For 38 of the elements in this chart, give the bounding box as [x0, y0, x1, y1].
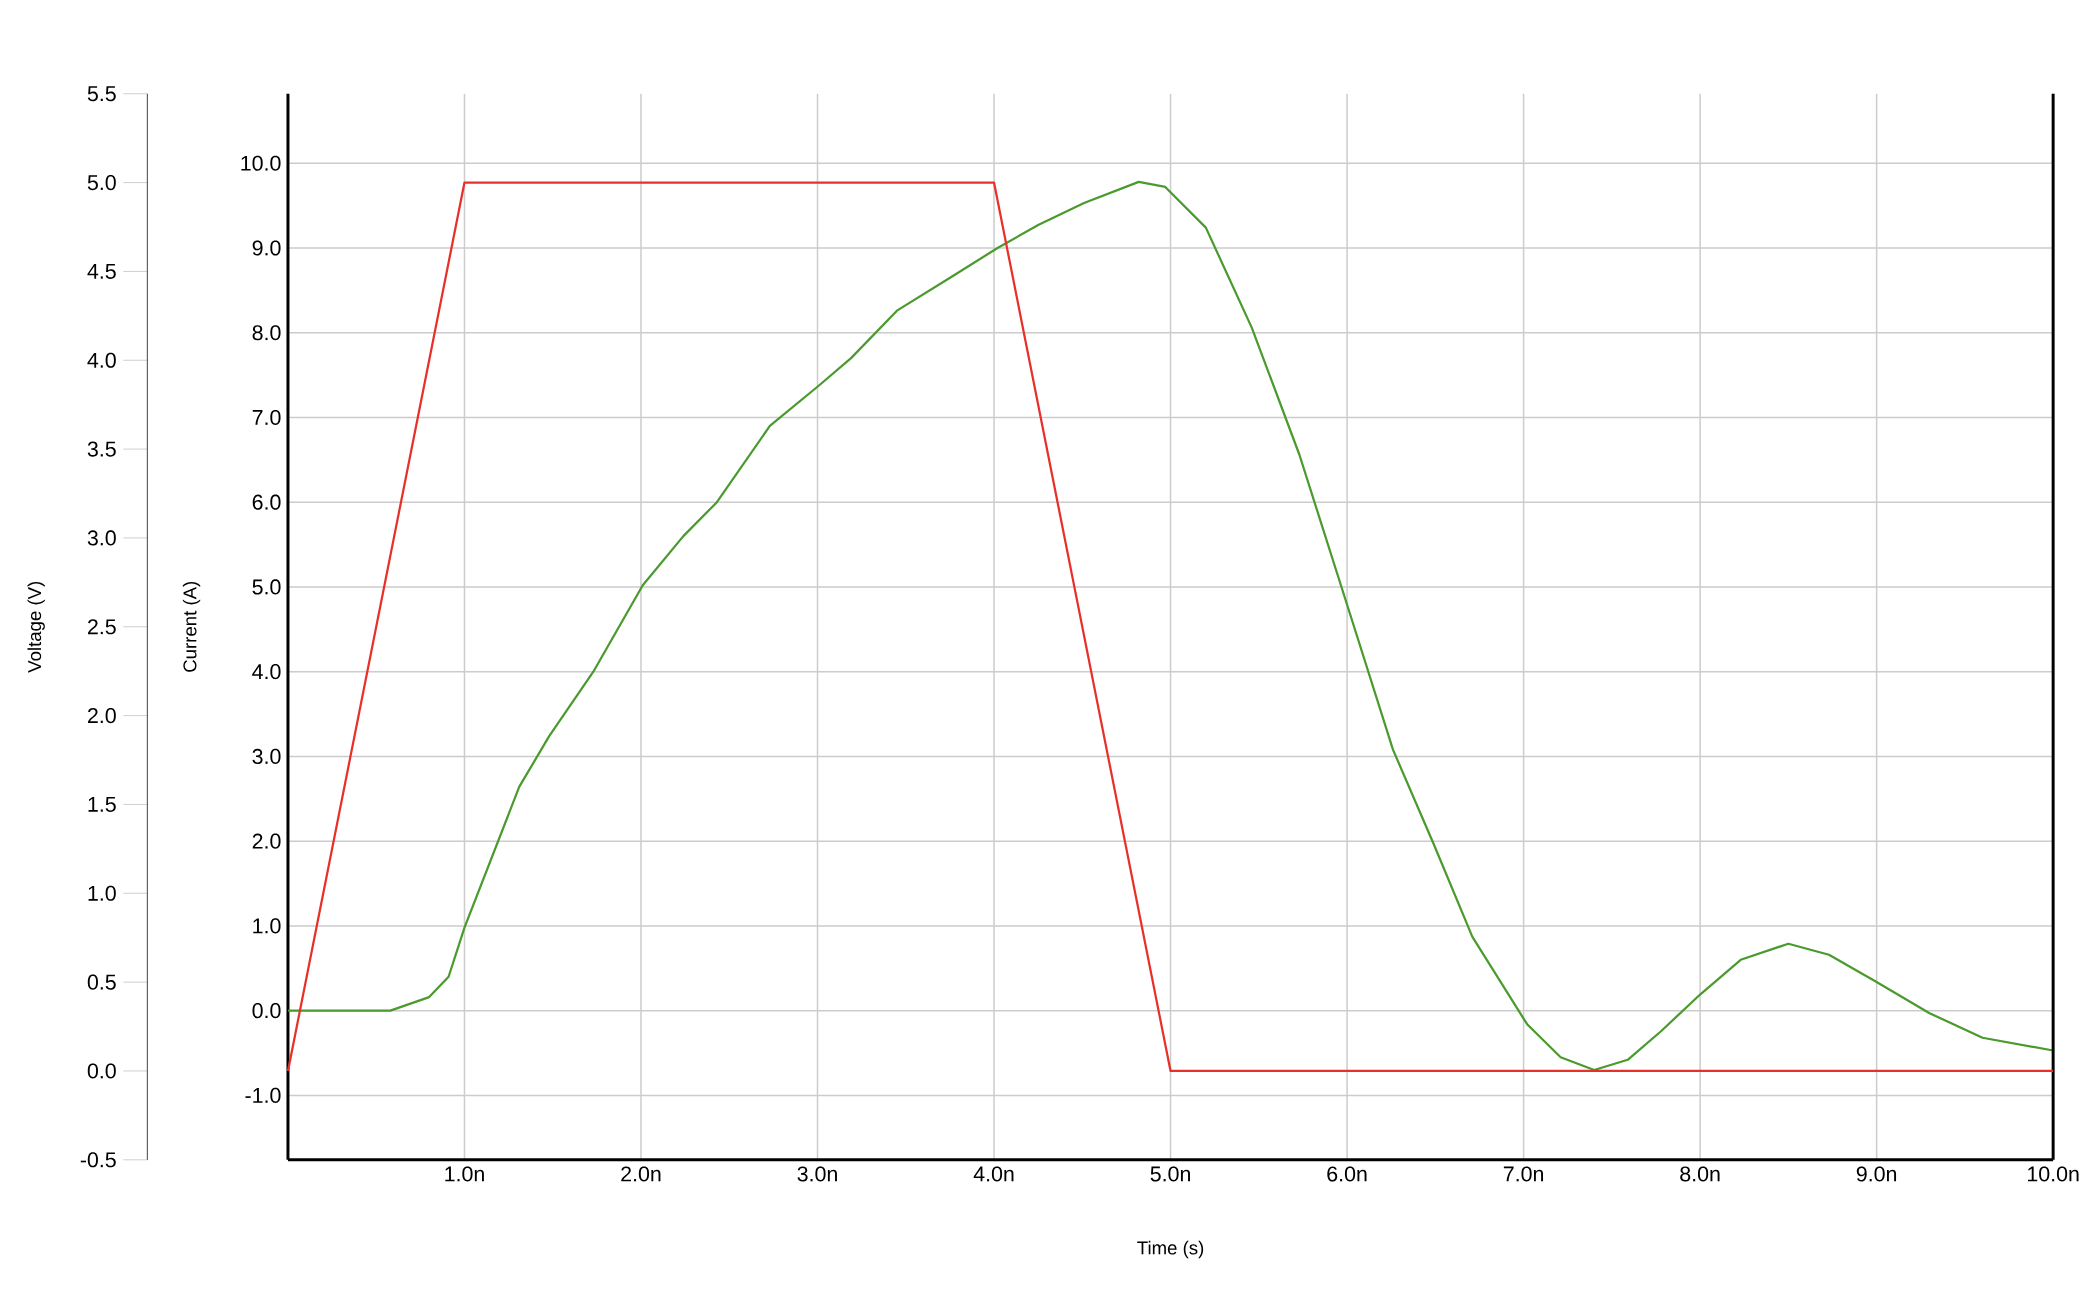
y2-tick-label: 4.0	[87, 352, 116, 368]
y2-tick-label: 2.0	[88, 708, 116, 724]
x-tick-label: 10.0n	[2028, 1166, 2079, 1182]
y-tick-label: 0.0	[252, 1003, 281, 1019]
y2-tick-label: 0.5	[87, 974, 116, 990]
x-tick-label: 4.0n	[973, 1166, 1014, 1182]
y-tick-label: 8.0	[252, 325, 281, 341]
y2-tick-label: 5.5	[87, 86, 116, 102]
y-tick-label: 9.0	[252, 240, 281, 256]
x-tick-label: 7.0n	[1503, 1166, 1544, 1182]
y2-tick-label: 3.5	[87, 441, 116, 457]
y-tick-label: 4.0	[252, 664, 281, 680]
y-tick-label: 3.0	[252, 748, 281, 765]
y2-tick-label: 2.5	[88, 619, 116, 635]
y-tick-label: 7.0	[252, 410, 281, 426]
y2-axis-title: Voltage (V)	[27, 582, 45, 673]
x-tick-label: 2.0n	[621, 1166, 661, 1182]
y2-tick-label: 0.0	[87, 1063, 116, 1079]
y2-tick-label: 4.5	[87, 264, 116, 280]
x-tick-label: 3.0n	[797, 1166, 837, 1182]
x-tick-label: 5.0n	[1150, 1166, 1190, 1182]
x-axis-title: Time (s)	[1137, 1241, 1204, 1259]
y-tick-label: -1.0	[245, 1087, 281, 1104]
y-tick-label: 2.0	[252, 833, 281, 849]
y2-tick-label: 1.5	[88, 797, 116, 813]
y2-tick-label: 5.0	[87, 175, 116, 191]
x-tick-label: 9.0n	[1856, 1166, 1897, 1182]
y-tick-label: 10.0	[241, 155, 281, 171]
x-tick-label: 8.0n	[1680, 1166, 1720, 1182]
y-tick-label: 5.0	[252, 579, 281, 595]
y-tick-label: 1.0	[253, 918, 281, 934]
y2-tick-label: 1.0	[88, 885, 116, 901]
y2-tick-label: 3.0	[87, 530, 116, 546]
x-tick-label: 1.0n	[445, 1166, 484, 1182]
y-axis-title: Current (A)	[182, 582, 201, 672]
y-tick-label: 6.0	[252, 494, 281, 510]
y2-tick-label: -0.5	[80, 1152, 116, 1168]
x-tick-label: 6.0n	[1327, 1166, 1367, 1182]
